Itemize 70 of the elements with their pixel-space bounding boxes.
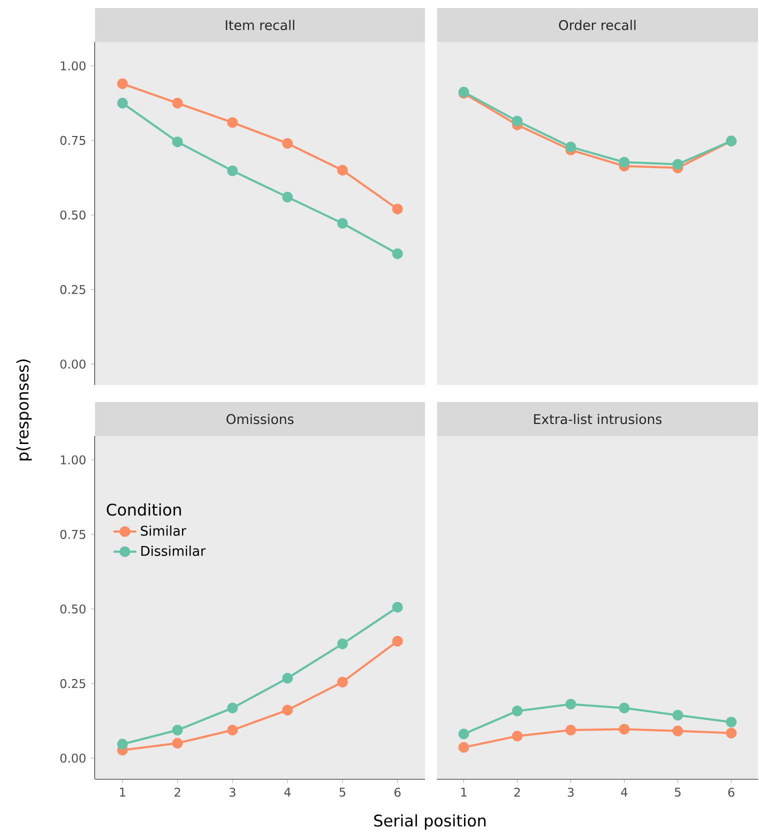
y-tick-label: 0.75 xyxy=(60,136,86,145)
point xyxy=(282,192,294,202)
y-tick-label: 0.50 xyxy=(60,210,86,220)
point xyxy=(172,724,184,736)
y-tick-label: 1.00 xyxy=(61,61,86,70)
x-tick-label: 1 xyxy=(461,788,467,796)
x-axis-title: Serial position xyxy=(374,814,486,830)
point xyxy=(282,138,294,149)
y-tick-label: 0.50 xyxy=(60,604,86,614)
x-tick-label: 1 xyxy=(120,788,126,796)
point xyxy=(512,706,523,716)
y-axis-title: p(responses) xyxy=(16,360,32,460)
point xyxy=(392,602,404,613)
point xyxy=(392,636,404,647)
point xyxy=(172,738,184,749)
point xyxy=(117,78,128,90)
y-tick-label: 0.25 xyxy=(60,679,86,688)
point xyxy=(392,248,404,260)
point xyxy=(458,728,470,740)
y-tick-label: 0.00 xyxy=(60,360,86,369)
point xyxy=(619,702,630,714)
point xyxy=(117,738,128,750)
point xyxy=(172,98,184,108)
legend-label: Dissimilar xyxy=(142,546,206,556)
y-tick-label: 0.00 xyxy=(60,754,86,763)
point xyxy=(337,638,348,650)
point xyxy=(672,710,684,721)
point xyxy=(672,726,684,736)
point xyxy=(337,218,348,229)
point xyxy=(672,158,684,170)
x-tick-label: 5 xyxy=(340,788,346,797)
point xyxy=(227,117,238,128)
x-tick-label: 4 xyxy=(621,788,628,796)
point xyxy=(566,724,576,736)
chart-title: Order recall xyxy=(559,20,636,30)
chart-title: Omissions xyxy=(226,414,294,424)
point xyxy=(337,164,348,176)
point xyxy=(458,742,470,753)
x-tick-label: 3 xyxy=(568,788,574,797)
point xyxy=(337,676,348,688)
x-tick-label: 2 xyxy=(514,788,520,797)
point xyxy=(566,142,576,152)
y-tick-label: 1.00 xyxy=(61,455,86,464)
x-tick-label: 6 xyxy=(394,788,401,797)
point xyxy=(227,702,238,714)
point xyxy=(619,156,630,168)
chart-title: Item recall xyxy=(226,20,294,30)
chart-title: Extra-list intrusions xyxy=(534,414,662,424)
point xyxy=(227,166,238,176)
point xyxy=(172,136,184,148)
legend-label: Similar xyxy=(141,525,186,536)
point xyxy=(512,730,523,742)
legend-title: Condition xyxy=(107,503,182,516)
point xyxy=(512,116,523,126)
point xyxy=(566,698,576,710)
point xyxy=(282,704,294,716)
x-tick-label: 4 xyxy=(284,788,291,796)
y-tick-label: 0.75 xyxy=(60,530,86,539)
point xyxy=(227,724,238,736)
x-tick-label: 5 xyxy=(675,788,681,797)
point xyxy=(619,724,630,735)
y-tick-label: 0.25 xyxy=(60,285,86,294)
x-tick-label: 6 xyxy=(728,788,735,797)
x-tick-label: 2 xyxy=(174,788,180,797)
point xyxy=(392,204,404,214)
point xyxy=(282,672,294,684)
x-tick-label: 3 xyxy=(230,788,236,797)
point xyxy=(726,728,737,738)
point xyxy=(117,98,128,108)
point xyxy=(726,716,737,728)
